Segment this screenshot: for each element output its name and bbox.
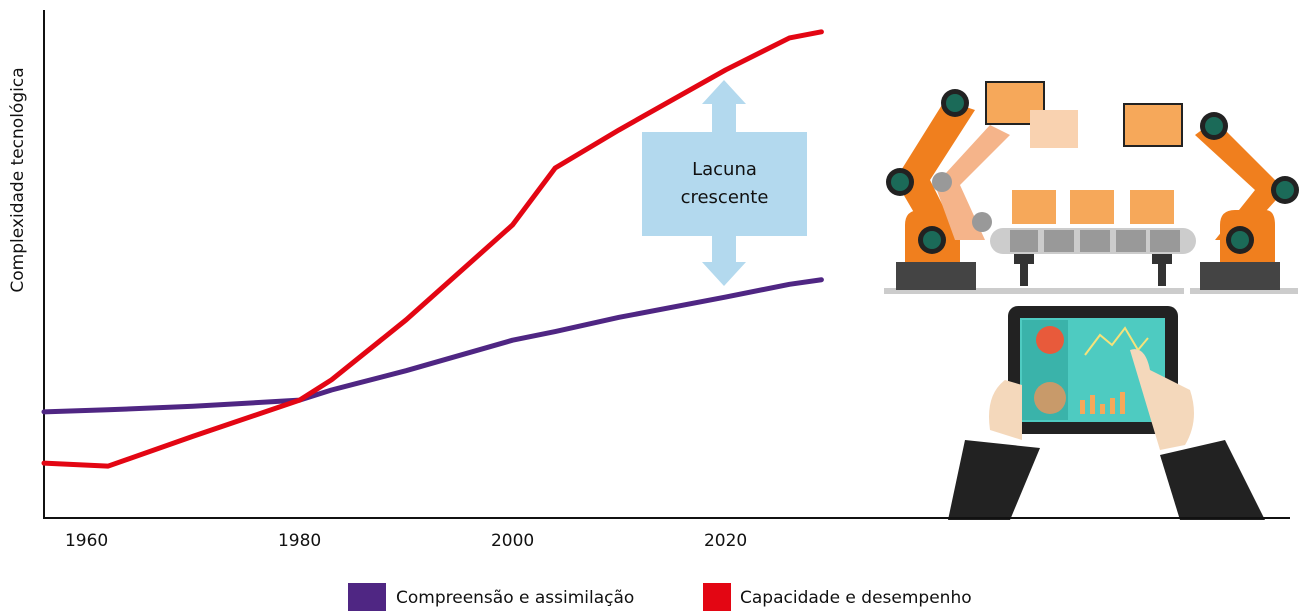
legend-swatch [348,583,386,611]
series-line [44,280,821,412]
x-tick-label: 1960 [65,531,108,551]
x-tick-label: 2000 [491,531,534,551]
x-tick-label: 1980 [278,531,321,551]
y-axis-label: Complexidade tecnológica [8,67,28,292]
x-tick-label: 2020 [704,531,747,551]
series-line [44,32,821,466]
legend-label: Compreensão e assimilação [396,588,634,608]
legend-swatch [703,583,731,611]
annotation: Lacuna crescente [642,132,807,236]
robot-illustration [884,82,1299,294]
legend: Compreensão e assimilação Capacidade e d… [348,583,972,611]
legend-label: Capacidade e desempenho [740,588,972,608]
chart: 1960 1980 2000 2020 Compreensão e assimilaç… [0,0,1303,613]
tablet-illustration [948,306,1265,520]
page: 1960 1980 2000 2020 Compreensão e assimilaç… [0,0,1303,613]
